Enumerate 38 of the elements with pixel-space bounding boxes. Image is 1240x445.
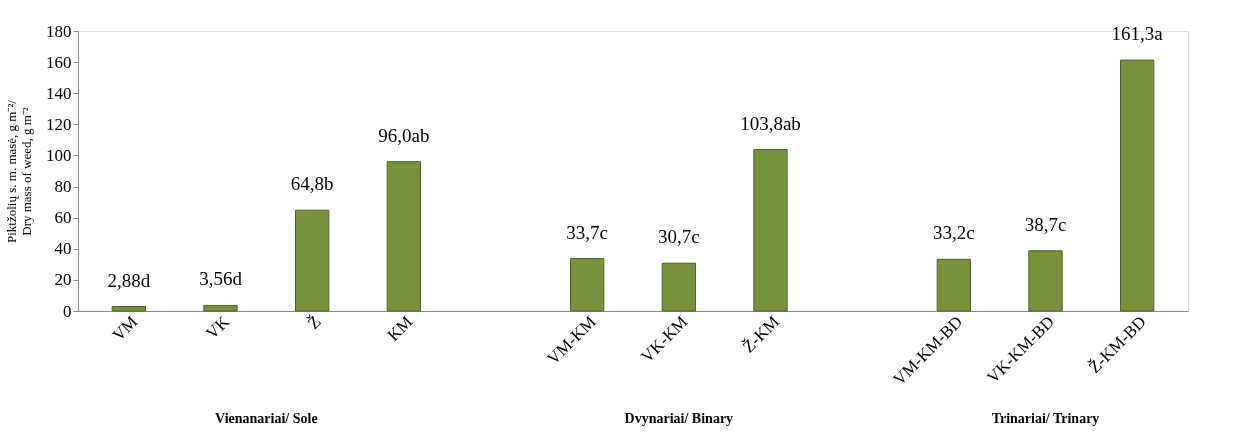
data-label: 161,3a (1111, 23, 1164, 45)
x-tick-label: VK (202, 311, 234, 343)
data-label: 64,8b (290, 173, 334, 195)
y-tick-label: 160 (46, 52, 72, 72)
bar (1028, 250, 1063, 312)
x-tick-label: Ž (303, 312, 325, 333)
bar (936, 258, 971, 312)
x-tick-label: KM (383, 312, 417, 345)
data-label: 103,8ab (740, 112, 801, 134)
y-tick-label: 20 (54, 270, 72, 290)
bar (570, 258, 605, 312)
data-label: 30,7c (657, 226, 700, 248)
bar (203, 304, 238, 312)
data-label: 96,0ab (378, 124, 430, 146)
y-tick-label: 80 (54, 177, 72, 197)
y-tick-label: 0 (63, 301, 72, 321)
text: Vienanariai/ Sole (215, 411, 318, 426)
data-label: 2,88d (107, 269, 151, 291)
bar (661, 262, 696, 312)
bar (111, 306, 146, 312)
y-tick-label: 60 (54, 208, 72, 228)
data-label: 33,2c (932, 222, 975, 244)
y-axis-title: Piktžolių s. m. masė, g m⁻²/ Dry mass of weed, g m⁻² (4, 99, 34, 243)
bar (753, 149, 788, 312)
text: Trinariai/ Trinary (991, 411, 1100, 426)
y-tick-label: 120 (46, 114, 72, 134)
bar (295, 209, 330, 312)
text: Dvynariai/ Binary (624, 411, 734, 426)
bar (1120, 59, 1155, 312)
y-tick-label: 140 (46, 83, 72, 103)
y-tick-label: 40 (54, 239, 72, 259)
y-tick-label: 100 (46, 145, 72, 165)
data-label: 33,7c (566, 221, 609, 243)
data-label: 3,56d (199, 268, 243, 290)
data-label: 38,7c (1024, 213, 1067, 235)
x-tick-label: VM (108, 312, 142, 345)
bar (386, 161, 421, 312)
y-tick-label: 180 (46, 21, 72, 41)
